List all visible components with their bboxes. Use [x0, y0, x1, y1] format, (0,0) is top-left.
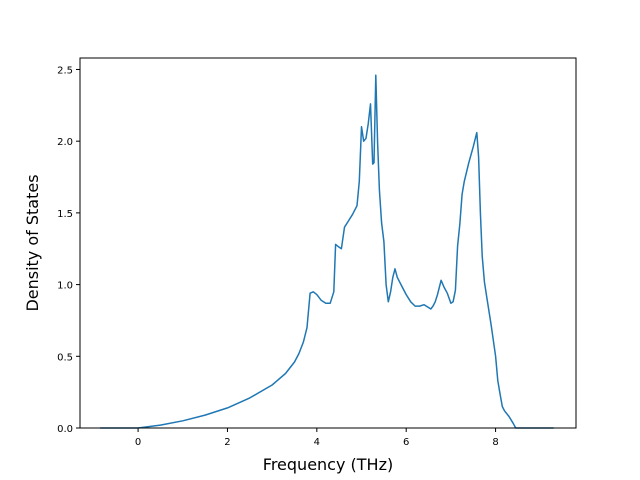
plot-frame — [79, 57, 577, 429]
y-tick-label: 0.0 — [57, 424, 73, 435]
y-tick-label: 1.5 — [57, 209, 73, 220]
x-tick-label: 0 — [135, 437, 141, 448]
x-axis-label: Frequency (THz) — [263, 455, 393, 474]
series-line-dos — [100, 74, 554, 429]
x-tick-label: 2 — [224, 437, 230, 448]
plot-area-background — [80, 58, 576, 428]
y-tick-label: 0.5 — [57, 352, 73, 363]
y-axis-label: Density of States — [23, 174, 42, 311]
x-tick-label: 4 — [314, 437, 320, 448]
x-tick-label: 6 — [403, 437, 409, 448]
x-tick-label: 8 — [492, 437, 498, 448]
y-tick-label: 2.5 — [57, 65, 73, 76]
y-tick-label: 1.0 — [57, 281, 73, 292]
axis-ticks: 0 2 4 6 8 0.0 0.5 1.0 1.5 2.0 2.5 — [57, 65, 499, 448]
y-tick-label: 2.0 — [57, 137, 73, 148]
